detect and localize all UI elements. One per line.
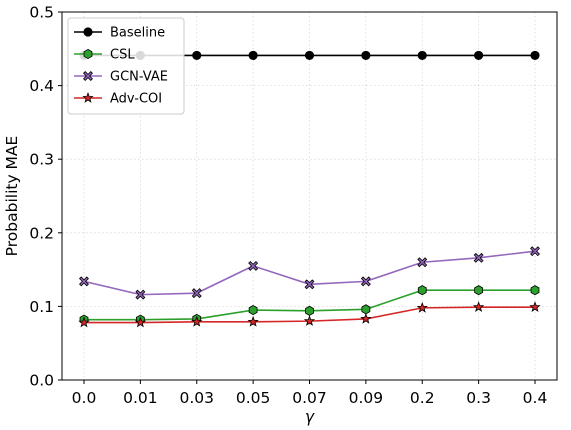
data-point-baseline [530,50,540,61]
legend-marker [83,27,93,37]
data-point-gcn-vae [191,288,202,299]
legend-marker [83,48,93,60]
data-point-gcn-vae [79,276,89,287]
x-tick-label: 0.3 [466,389,491,407]
data-point-csl [530,285,540,296]
data-point-gcn-vae [473,252,484,263]
x-tick-label: 0.01 [123,389,158,407]
x-tick-label: 0.2 [410,389,435,407]
x-tick-label: 0.07 [292,389,327,407]
data-point-csl [417,285,427,296]
data-point-gcn-vae [135,289,146,300]
data-point-gcn-vae [530,246,540,257]
legend-entry-baseline: Baseline [74,26,165,41]
legend-entry-gcn-vae: GCN-VAE [74,70,168,85]
x-tick-label: 0.05 [236,389,271,407]
data-point-adv-coi [472,301,485,312]
y-tick-label: 0.2 [29,224,54,242]
data-point-csl [305,305,314,316]
legend-entry-adv-coi: Adv-COI [74,92,162,107]
legend-marker [82,92,94,103]
data-point-baseline [417,50,427,61]
x-tick-label: 0.03 [179,389,214,407]
data-point-csl [248,305,258,316]
data-point-csl [474,285,484,296]
x-tick-label: 0.4 [523,389,548,407]
data-point-csl [361,304,371,315]
data-point-adv-coi [360,312,372,324]
legend-label: Baseline [110,26,165,41]
data-point-adv-coi [247,315,259,327]
axis-ticks: 0.0 0.1 0.2 0.3 0.4 0.5 0.0 0.01 0.03 0.05 0.07 0.0… [29,4,547,408]
legend-label: GCN-VAE [110,70,168,85]
data-point-adv-coi [416,301,428,313]
data-point-baseline [192,50,202,61]
legend-label: CSL [110,48,135,63]
y-tick-label: 0.1 [29,298,54,316]
data-point-adv-coi [303,315,316,326]
data-point-adv-coi [78,316,90,328]
x-tick-label: 0.09 [349,389,384,407]
y-tick-label: 0.4 [29,77,54,95]
data-point-baseline [361,50,371,61]
y-tick-label: 0.3 [29,151,54,169]
series-gcn-vae [79,246,540,300]
data-point-gcn-vae [360,276,371,287]
y-tick-label: 0.5 [29,4,54,22]
data-point-gcn-vae [304,279,315,290]
legend: Baseline CSL GCN-VAE Adv-COI [67,17,185,115]
legend-marker [83,71,93,81]
legend-label: Adv-COI [110,92,162,107]
data-point-gcn-vae [417,257,428,268]
data-point-baseline [304,50,315,61]
data-point-adv-coi [134,316,147,328]
y-tick-label: 0.0 [29,372,54,390]
x-axis-label: γ [305,408,315,426]
data-point-baseline [474,50,484,61]
data-point-adv-coi [191,315,203,327]
legend-box [67,17,185,115]
data-point-baseline [248,50,258,61]
y-axis-label: Probability MAE [3,136,21,257]
data-point-gcn-vae [248,260,259,271]
x-tick-label: 0.0 [72,389,97,407]
legend-entry-csl: CSL [74,48,135,63]
series-adv-coi [78,301,541,328]
data-point-adv-coi [529,301,541,312]
